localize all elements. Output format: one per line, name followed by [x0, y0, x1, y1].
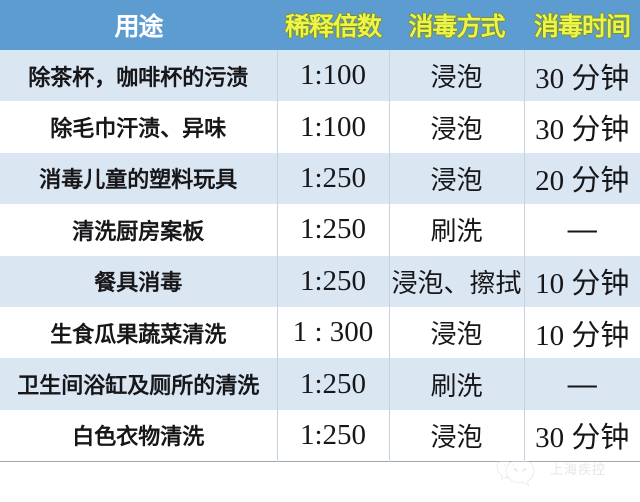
svg-text:上海疾控: 上海疾控 — [550, 462, 606, 477]
